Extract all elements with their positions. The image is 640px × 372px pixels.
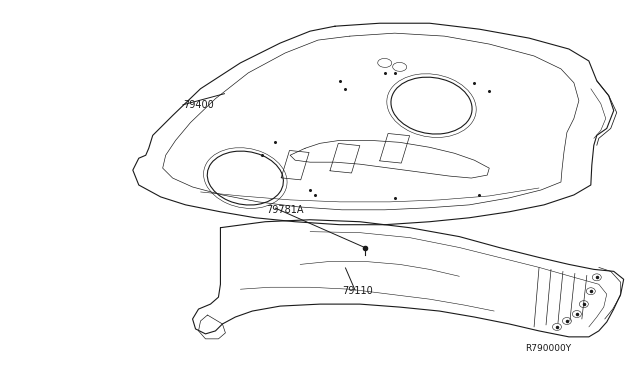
- Text: 79781A: 79781A: [266, 205, 303, 215]
- Text: R790000Y: R790000Y: [525, 344, 572, 353]
- Text: 79400: 79400: [183, 100, 214, 110]
- Text: 79110: 79110: [342, 286, 373, 296]
